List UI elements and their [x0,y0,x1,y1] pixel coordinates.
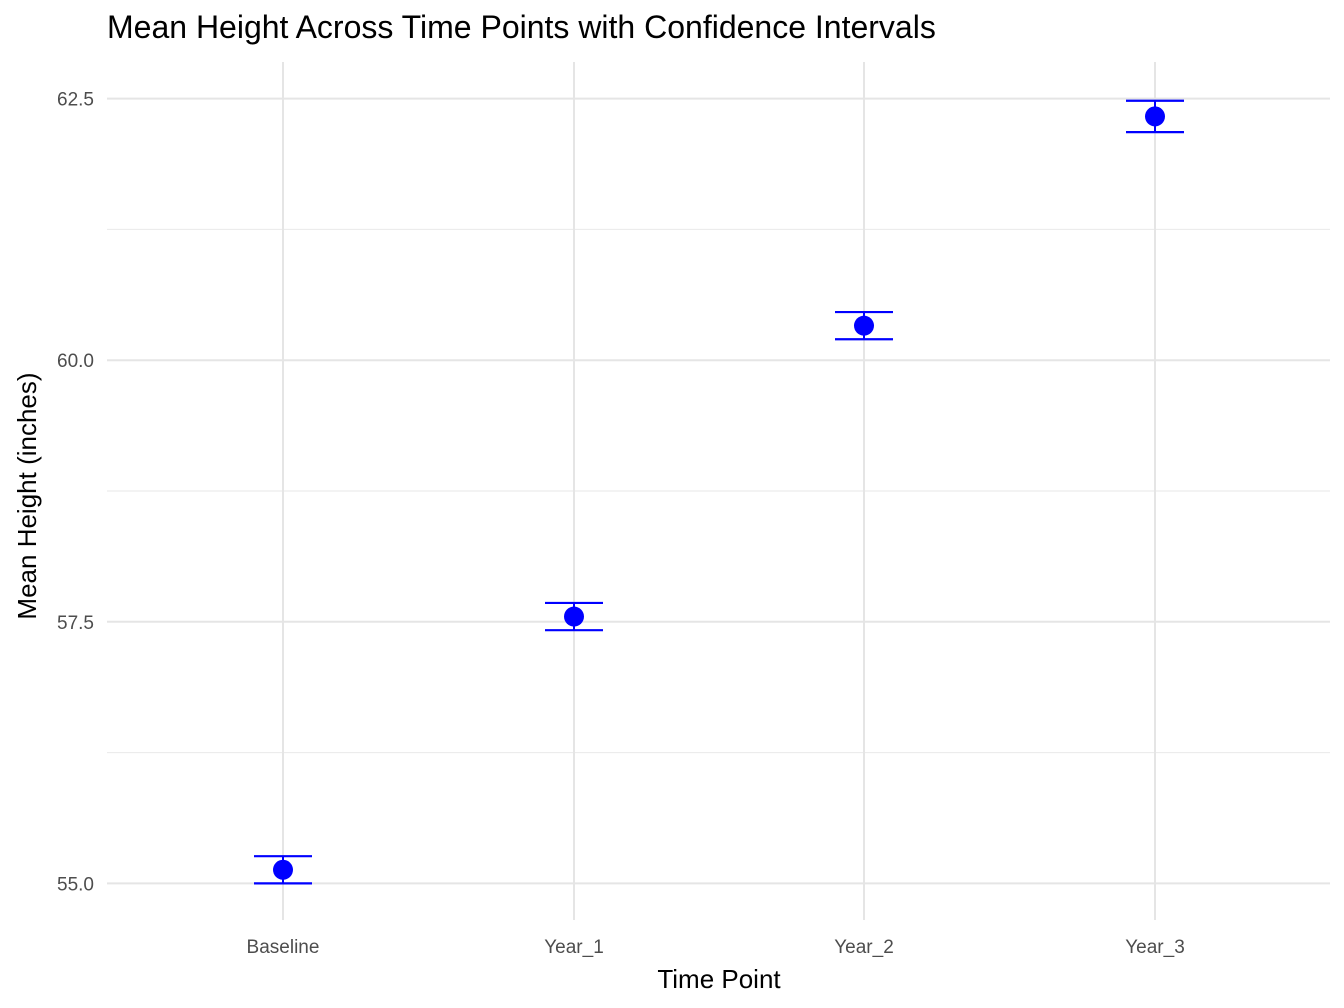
data-point [854,315,874,336]
data-point [564,606,584,627]
y-axis-ticks: 55.0 57.5 60.0 62.5 [57,90,94,896]
grid [107,62,1330,920]
error-bars [254,99,1184,885]
y-tick-label: 60.0 [57,351,94,372]
x-axis-title: Time Point [657,964,781,994]
x-tick-label: Year_2 [834,937,894,958]
y-axis-title: Mean Height (inches) [12,372,42,619]
data-point [273,859,293,880]
y-tick-label: 62.5 [57,90,94,111]
x-tick-label: Baseline [247,937,320,958]
chart-title: Mean Height Across Time Points with Conf… [107,9,936,45]
x-tick-label: Year_1 [544,937,604,958]
y-tick-label: 55.0 [57,874,94,895]
x-tick-label: Year_3 [1125,937,1185,958]
x-axis-ticks: Baseline Year_1 Year_2 Year_3 [247,937,1185,958]
y-tick-label: 57.5 [57,613,94,634]
data-point [1145,106,1165,127]
data-points [273,106,1165,880]
